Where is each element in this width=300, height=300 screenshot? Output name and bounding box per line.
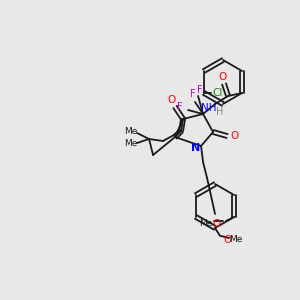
Text: O: O — [167, 95, 175, 105]
Text: F: F — [197, 85, 203, 95]
Text: O: O — [218, 72, 226, 82]
Text: H: H — [216, 107, 224, 117]
Text: N: N — [191, 143, 201, 153]
Text: F: F — [190, 89, 196, 99]
Text: Me: Me — [124, 139, 138, 148]
Text: Cl: Cl — [213, 88, 223, 98]
Text: F: F — [177, 102, 183, 112]
Text: NH: NH — [201, 103, 217, 113]
Text: Me: Me — [200, 220, 213, 229]
Text: O: O — [212, 219, 220, 229]
Text: Me: Me — [230, 236, 243, 244]
Text: O: O — [223, 235, 231, 245]
Text: Me: Me — [124, 127, 138, 136]
Text: O: O — [230, 131, 238, 141]
